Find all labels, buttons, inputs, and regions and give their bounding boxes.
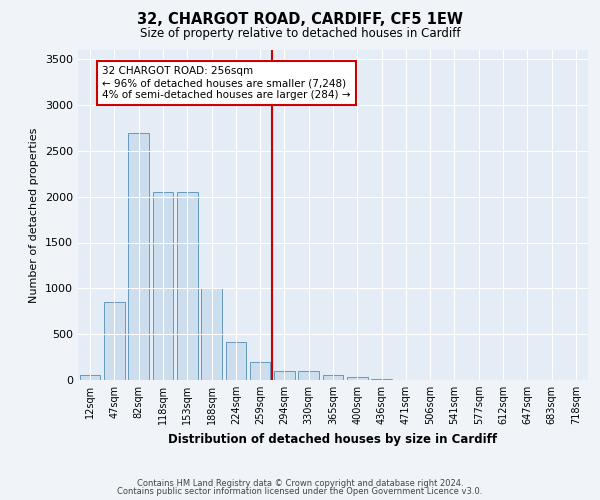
Bar <box>128 132 149 380</box>
Bar <box>250 362 271 380</box>
Text: 32, CHARGOT ROAD, CARDIFF, CF5 1EW: 32, CHARGOT ROAD, CARDIFF, CF5 1EW <box>137 12 463 28</box>
Y-axis label: Number of detached properties: Number of detached properties <box>29 128 40 302</box>
Bar <box>80 376 100 380</box>
Bar <box>226 342 246 380</box>
Text: 32 CHARGOT ROAD: 256sqm
← 96% of detached houses are smaller (7,248)
4% of semi-: 32 CHARGOT ROAD: 256sqm ← 96% of detache… <box>102 66 351 100</box>
Bar <box>104 302 125 380</box>
Text: Contains public sector information licensed under the Open Government Licence v3: Contains public sector information licen… <box>118 488 482 496</box>
Bar <box>323 375 343 380</box>
Bar <box>347 377 368 380</box>
Bar <box>274 371 295 380</box>
Bar <box>152 192 173 380</box>
X-axis label: Distribution of detached houses by size in Cardiff: Distribution of detached houses by size … <box>169 432 497 446</box>
Bar <box>371 378 392 380</box>
Text: Contains HM Land Registry data © Crown copyright and database right 2024.: Contains HM Land Registry data © Crown c… <box>137 478 463 488</box>
Bar <box>201 288 222 380</box>
Bar <box>177 192 197 380</box>
Text: Size of property relative to detached houses in Cardiff: Size of property relative to detached ho… <box>140 28 460 40</box>
Bar <box>298 371 319 380</box>
